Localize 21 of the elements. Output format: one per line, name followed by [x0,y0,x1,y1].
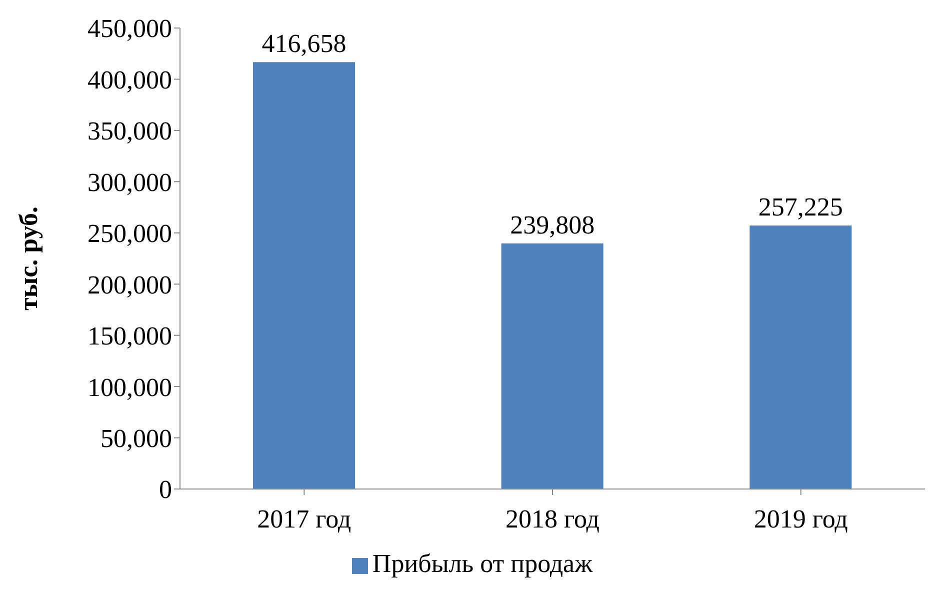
x-tick-label: 2019 год [754,504,848,534]
y-tick-label: 350,000 [88,116,172,146]
y-tick-label: 200,000 [88,270,172,300]
y-tick-label: 50,000 [100,424,172,454]
data-label: 257,225 [758,192,843,222]
bar [750,225,852,489]
y-tick-label: 400,000 [88,65,172,94]
data-label: 239,808 [510,210,595,240]
y-tick-label: 450,000 [88,14,172,44]
bar [253,62,355,489]
bar [501,243,604,489]
y-tick-label: 100,000 [88,372,172,402]
y-tick-label: 300,000 [88,168,172,197]
y-axis-title: тыс. руб. [14,206,44,310]
y-tick-label: 0 [159,475,172,504]
y-tick-label: 150,000 [88,322,172,351]
x-tick-label: 2018 год [506,504,600,534]
x-tick-label: 2017 год [257,504,352,534]
data-label: 416,658 [262,29,346,58]
y-tick-label: 250,000 [88,219,172,248]
legend-label: Прибыль от продаж [372,549,593,578]
